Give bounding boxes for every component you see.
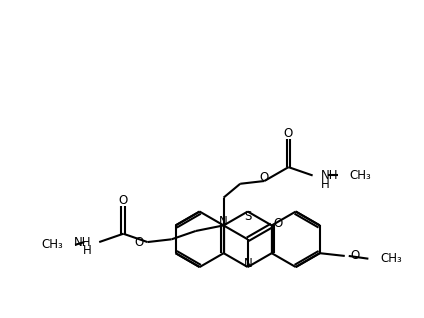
Text: CH₃: CH₃ [380,252,402,265]
Text: O: O [351,249,360,262]
Text: O: O [260,171,269,184]
Text: S: S [244,210,251,223]
Text: CH₃: CH₃ [42,238,63,251]
Text: NH: NH [74,236,91,249]
Text: O: O [273,217,282,230]
Text: N: N [244,257,253,270]
Text: O: O [134,236,143,249]
Text: O: O [284,127,293,140]
Text: CH₃: CH₃ [349,169,371,182]
Text: N: N [219,215,228,228]
Text: O: O [119,194,128,206]
Text: NH: NH [321,169,338,182]
Text: H: H [83,245,91,258]
Text: H: H [321,178,329,191]
